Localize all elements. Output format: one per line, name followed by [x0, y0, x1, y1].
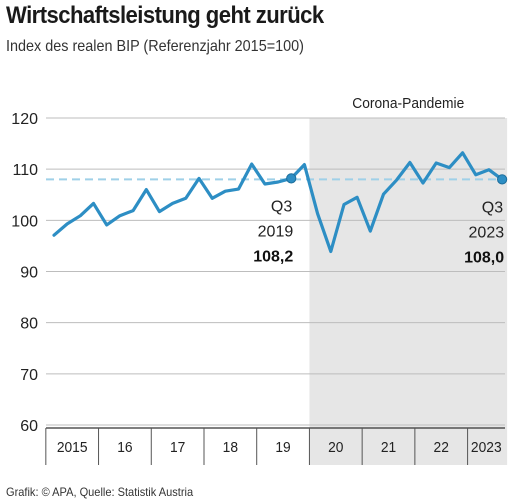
annotation-year: 2023: [469, 224, 505, 241]
x-tick-label: 2015: [57, 440, 88, 457]
x-tick-label: 20: [328, 440, 343, 457]
annotation-quarter: Q3: [482, 199, 503, 216]
y-tick-label: 110: [12, 162, 38, 179]
y-tick-label: 70: [20, 367, 38, 384]
annotation-value: 108,2: [253, 248, 293, 265]
y-tick-label: 80: [20, 316, 38, 333]
annotation-value: 108,0: [464, 249, 504, 266]
chart-source: Grafik: © APA, Quelle: Statistik Austria: [6, 485, 194, 499]
pandemic-shaded-region: [309, 118, 508, 465]
x-tick-label: 16: [117, 440, 132, 457]
bip-index-line: [52, 151, 504, 254]
x-tick-label: 22: [434, 440, 449, 457]
data-point-marker: [286, 173, 297, 184]
annotation-quarter: Q3: [271, 198, 292, 215]
x-tick-label: 18: [223, 440, 238, 457]
chart-subtitle: Index des realen BIP (Referenzjahr 2015=…: [6, 38, 304, 55]
y-tick-label: 90: [20, 265, 38, 282]
line-chart: Corona-Pandemie 60 70 80 90 100 110 120 2015 16…: [11, 96, 508, 465]
y-tick-label: 60: [20, 418, 38, 435]
x-tick-label: 21: [381, 440, 396, 457]
x-tick-label: 17: [170, 440, 185, 457]
annotation-year: 2019: [258, 223, 294, 240]
x-tick-label: 2023: [471, 440, 502, 457]
chart-title: Wirtschaftsleistung geht zurück: [6, 2, 324, 29]
data-point-marker: [497, 174, 508, 185]
pandemic-label: Corona-Pandemie: [352, 96, 464, 113]
y-tick-label: 120: [11, 111, 38, 128]
y-tick-label: 100: [11, 213, 38, 230]
x-tick-label: 19: [275, 440, 290, 457]
